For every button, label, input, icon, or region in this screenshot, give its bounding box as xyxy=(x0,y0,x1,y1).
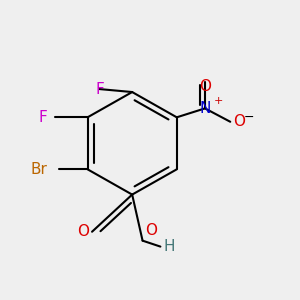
Text: O: O xyxy=(199,79,211,94)
Text: F: F xyxy=(39,110,47,125)
Text: O: O xyxy=(77,224,89,239)
Text: +: + xyxy=(214,96,223,106)
Text: Br: Br xyxy=(31,162,47,177)
Text: −: − xyxy=(244,111,254,124)
Text: F: F xyxy=(95,82,104,97)
Text: O: O xyxy=(233,114,245,129)
Text: H: H xyxy=(164,239,175,254)
Text: O: O xyxy=(146,223,158,238)
Text: N: N xyxy=(199,101,211,116)
